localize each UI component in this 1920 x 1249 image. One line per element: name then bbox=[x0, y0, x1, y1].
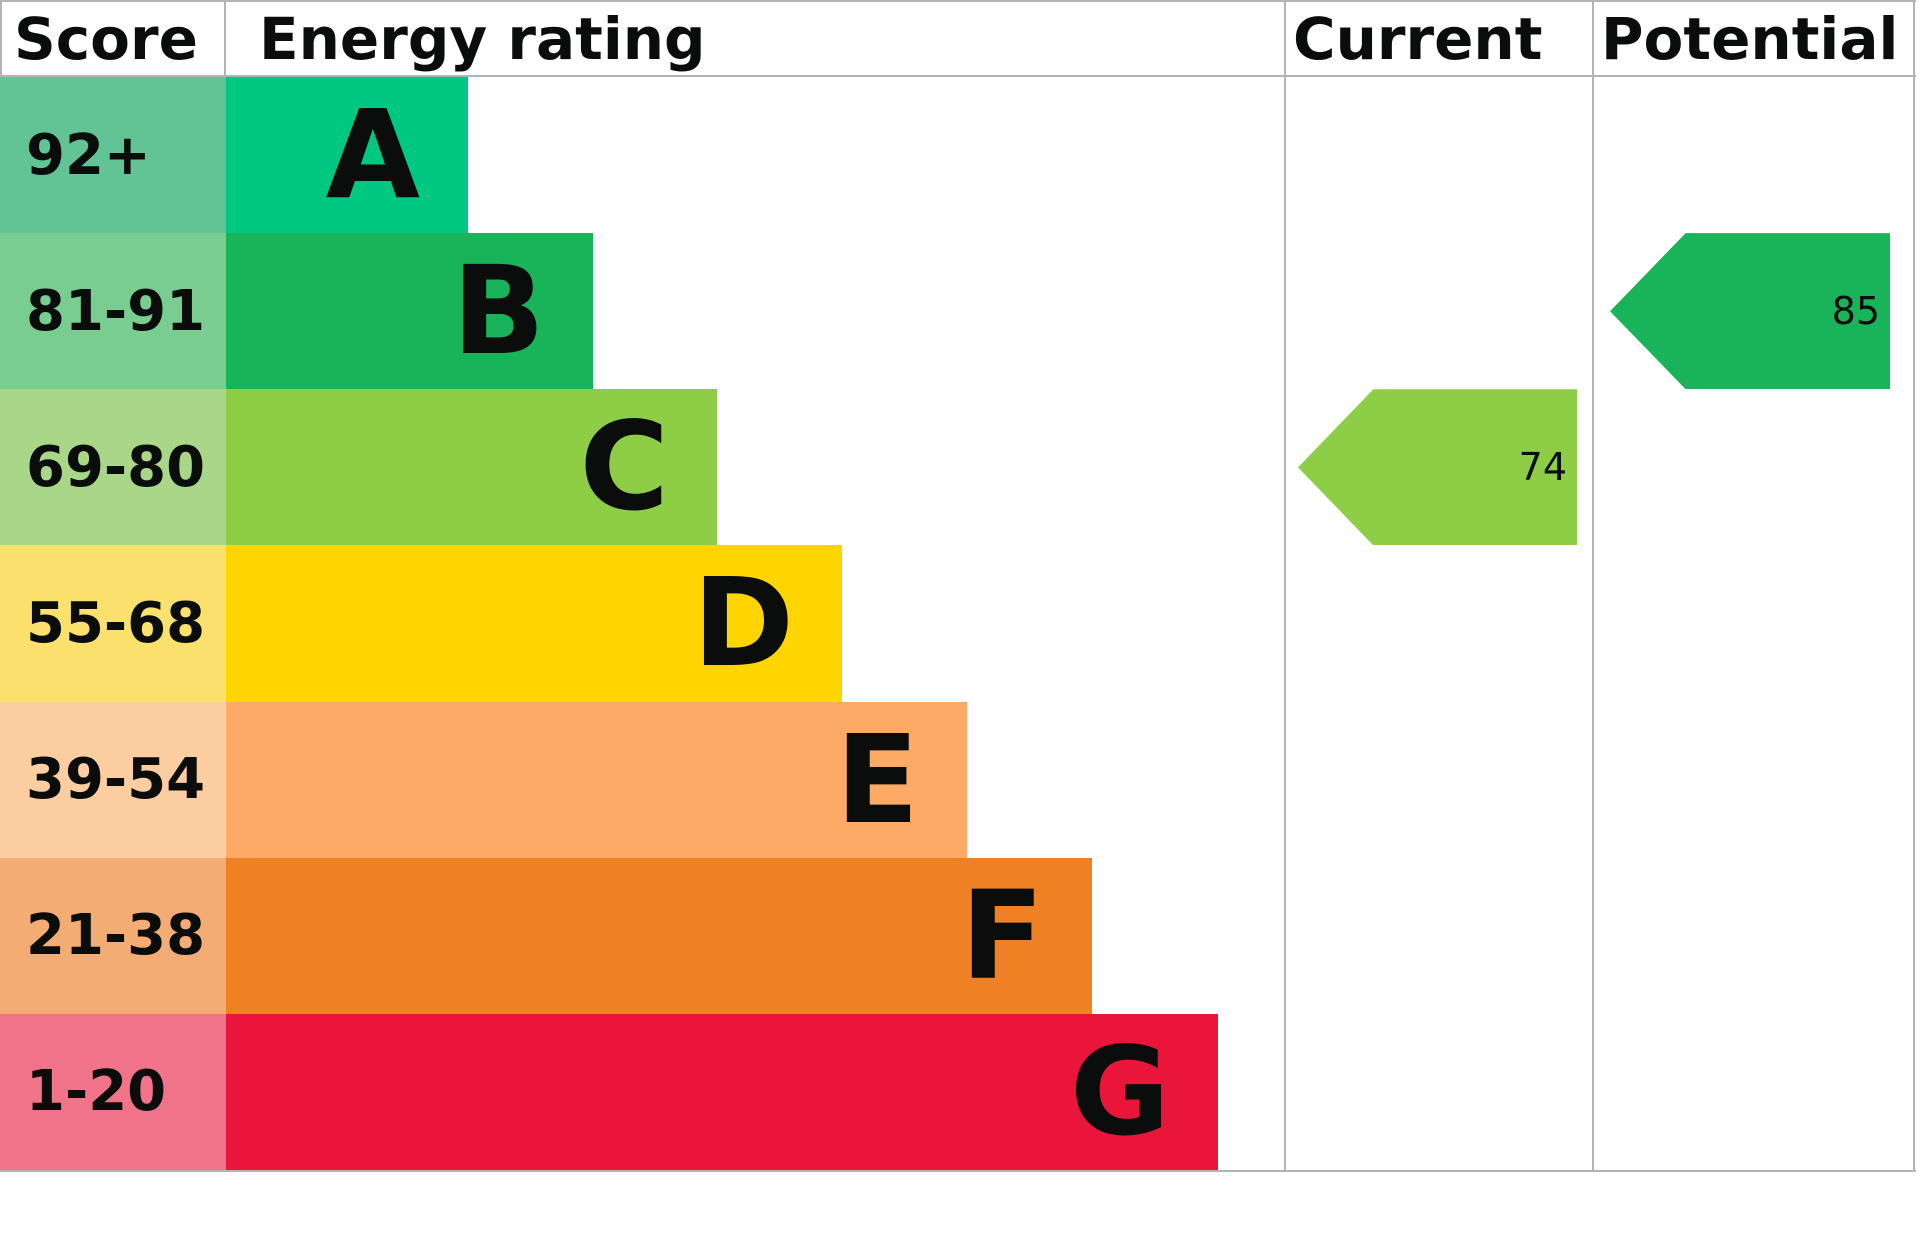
band-row-d: 55-68 D bbox=[0, 545, 1916, 702]
band-letter: D bbox=[692, 552, 794, 695]
band-bar-g: G bbox=[226, 1013, 1218, 1170]
band-letter: F bbox=[960, 864, 1044, 1007]
band-bar-b: B bbox=[226, 233, 593, 390]
header-bottom-border bbox=[0, 75, 1916, 77]
table-top-border bbox=[0, 0, 1916, 2]
potential-rating-value: 85 bbox=[1831, 289, 1880, 334]
band-score-range: 21-38 bbox=[0, 857, 226, 1014]
current-column-divider bbox=[1284, 0, 1286, 1172]
band-bar-f: F bbox=[226, 857, 1092, 1014]
score-column-divider bbox=[224, 0, 226, 77]
band-score-range: 55-68 bbox=[0, 545, 226, 702]
band-letter: E bbox=[835, 708, 919, 851]
header-score: Score bbox=[14, 4, 198, 73]
band-bar-e: E bbox=[226, 701, 967, 858]
potential-column-divider bbox=[1592, 0, 1594, 1172]
band-score-range: 1-20 bbox=[0, 1013, 226, 1170]
band-row-g: 1-20 G bbox=[0, 1013, 1916, 1170]
band-row-f: 21-38 F bbox=[0, 857, 1916, 1014]
header-energy-rating: Energy rating bbox=[259, 4, 706, 73]
header-potential: Potential bbox=[1601, 4, 1899, 73]
header-current: Current bbox=[1293, 4, 1543, 73]
band-score-range: 92+ bbox=[0, 77, 226, 234]
band-letter: A bbox=[325, 84, 420, 227]
table-right-border bbox=[1913, 0, 1915, 1172]
chart-body: 92+ A 81-91 B 69-80 C 55-68 D 39-54 E 21… bbox=[0, 77, 1916, 1170]
band-row-a: 92+ A bbox=[0, 77, 1916, 234]
band-score-range: 69-80 bbox=[0, 389, 226, 546]
band-row-e: 39-54 E bbox=[0, 701, 1916, 858]
table-bottom-border bbox=[0, 1170, 1916, 1172]
current-rating-value: 74 bbox=[1518, 445, 1567, 490]
band-letter: C bbox=[579, 396, 669, 539]
band-letter: G bbox=[1069, 1020, 1170, 1163]
band-score-range: 81-91 bbox=[0, 233, 226, 390]
band-bar-d: D bbox=[226, 545, 842, 702]
band-bar-a: A bbox=[226, 77, 468, 234]
band-bar-c: C bbox=[226, 389, 717, 546]
band-letter: B bbox=[452, 240, 545, 383]
band-score-range: 39-54 bbox=[0, 701, 226, 858]
band-row-b: 81-91 B bbox=[0, 233, 1916, 390]
header-left-border bbox=[0, 0, 2, 77]
band-row-c: 69-80 C bbox=[0, 389, 1916, 546]
